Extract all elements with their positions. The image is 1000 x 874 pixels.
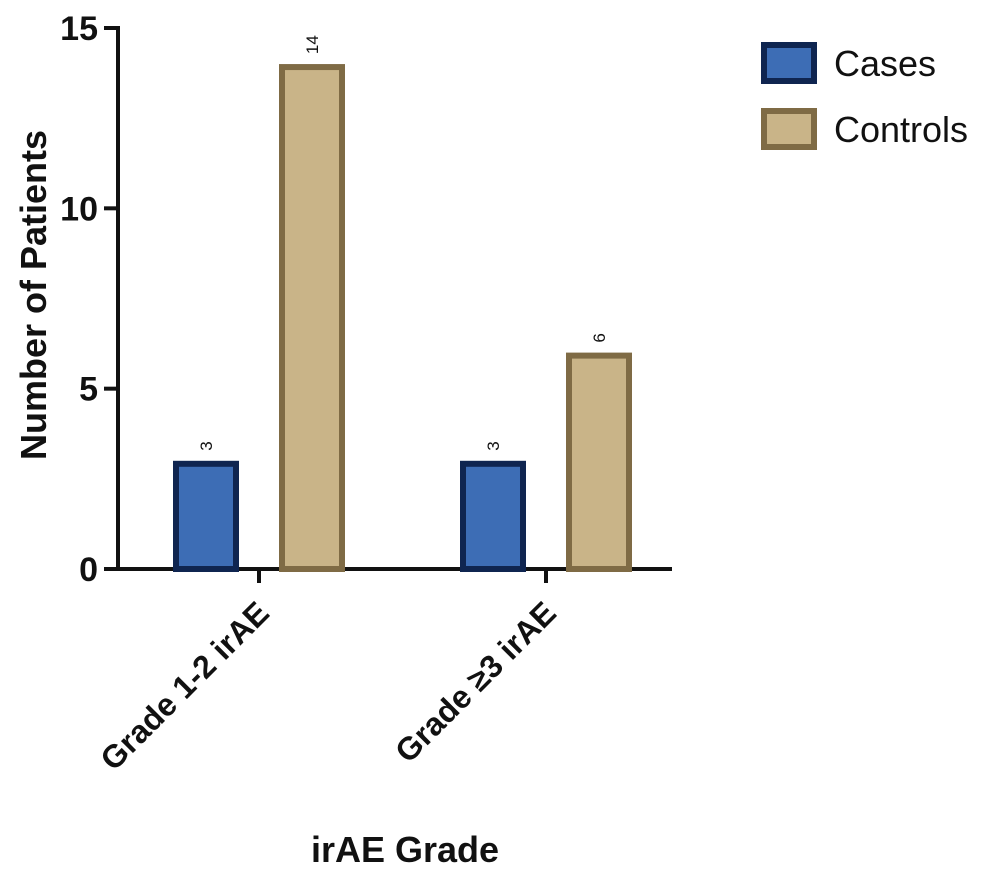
x-tick-label: Grade 1-2 irAE <box>93 594 276 777</box>
legend-swatch-cases <box>761 42 817 84</box>
data-label: 14 <box>303 35 322 54</box>
y-tick-label: 5 <box>79 371 98 409</box>
bar-cases <box>173 460 239 572</box>
y-tick-label: 10 <box>60 190 98 228</box>
legend: Cases Controls <box>761 42 968 150</box>
legend-label-controls: Controls <box>834 109 968 150</box>
data-label: 3 <box>197 441 216 450</box>
legend-label-cases: Cases <box>834 43 936 84</box>
bars <box>173 64 632 572</box>
bar-controls <box>279 64 345 572</box>
y-tick-label: 0 <box>79 551 98 589</box>
data-label: 3 <box>484 441 503 450</box>
data-label: 6 <box>590 333 609 342</box>
x-tick-label: Grade ≥3 irAE <box>388 594 563 769</box>
bar-cases <box>460 460 526 572</box>
x-axis-title: irAE Grade <box>311 829 499 869</box>
legend-swatch-controls <box>761 108 817 150</box>
y-axis-title: Number of Patients <box>13 130 54 460</box>
bar-controls <box>566 352 632 572</box>
y-tick-label: 15 <box>60 10 98 48</box>
